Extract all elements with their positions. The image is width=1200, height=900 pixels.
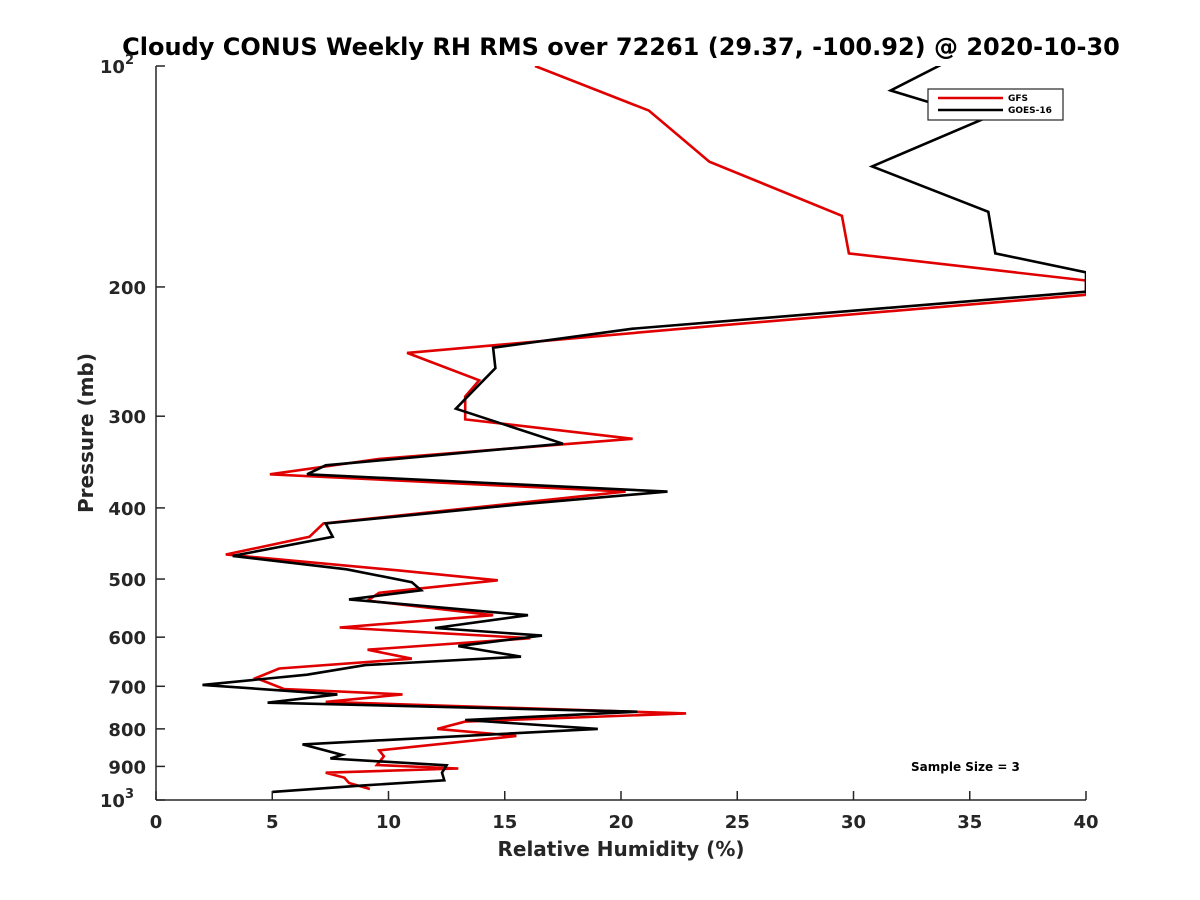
x-tick-label: 25 <box>725 812 750 833</box>
sample-size-annotation: Sample Size = 3 <box>911 760 1020 774</box>
x-tick-label: 15 <box>492 812 517 833</box>
legend-box <box>927 88 1064 121</box>
y-tick-label: 102 <box>100 53 134 78</box>
series-line-gfs <box>225 66 1086 791</box>
y-axis-label: Pressure (mb) <box>74 353 98 513</box>
y-tick-label: 400 <box>108 499 146 520</box>
y-tick-label: 700 <box>108 677 146 698</box>
chart-title: Cloudy CONUS Weekly RH RMS over 72261 (2… <box>122 33 1120 61</box>
x-tick-label: 10 <box>376 812 401 833</box>
legend: GFS GOES-16 <box>927 88 1064 121</box>
x-tick-label: 5 <box>266 812 279 833</box>
y-tick-label: 900 <box>108 757 146 778</box>
legend-label-gfs: GFS <box>1008 94 1028 104</box>
x-tick-label: 30 <box>841 812 866 833</box>
y-tick-exponent: 3 <box>125 787 134 802</box>
y-tick-label: 200 <box>108 278 146 299</box>
x-tick-label: 20 <box>608 812 633 833</box>
x-tick-label: 40 <box>1073 812 1098 833</box>
y-tick-label: 800 <box>108 720 146 741</box>
series-line-goes16 <box>202 66 1086 794</box>
x-axis-label: Relative Humidity (%) <box>497 837 744 861</box>
y-tick-exponent: 2 <box>125 53 134 68</box>
y-tick-label: 500 <box>108 570 146 591</box>
x-ticks: 0 5 10 15 20 25 30 35 40 <box>150 791 1099 833</box>
plot-area: 0 5 10 15 20 25 30 35 40 102 200 300 400 500 600 700 80… <box>100 53 1099 833</box>
series-layer <box>202 66 1086 794</box>
y-tick-label: 103 <box>100 787 134 812</box>
y-tick-label: 600 <box>108 628 146 649</box>
x-tick-label: 0 <box>150 812 163 833</box>
y-tick-label: 300 <box>108 407 146 428</box>
legend-label-goes16: GOES-16 <box>1008 106 1052 116</box>
y-ticks: 102 200 300 400 500 600 700 800 900 103 <box>100 53 165 812</box>
x-tick-label: 35 <box>957 812 982 833</box>
